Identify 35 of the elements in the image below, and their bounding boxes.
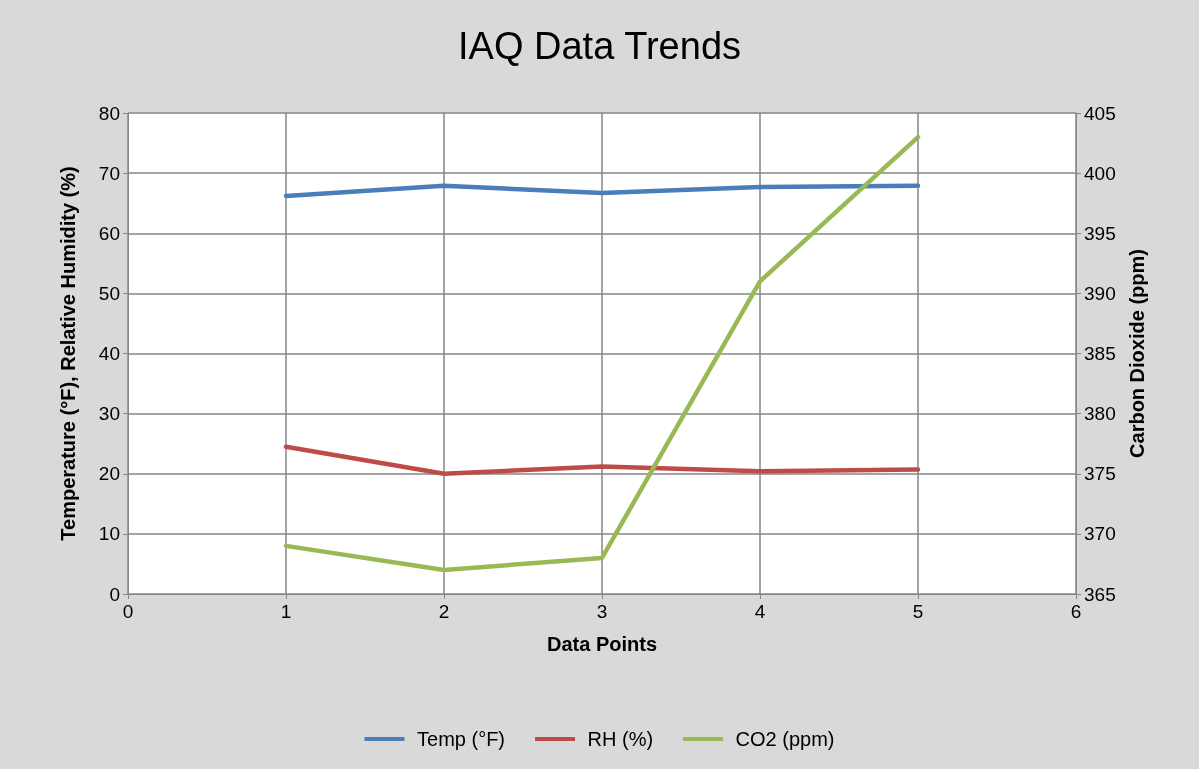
y2-tick-label: 365 bbox=[1084, 583, 1116, 605]
y2-tick-label: 395 bbox=[1084, 222, 1116, 244]
y2-tick-label: 370 bbox=[1084, 523, 1116, 545]
y-tick-label: 60 bbox=[98, 222, 120, 244]
x-tick-label: 5 bbox=[912, 601, 924, 622]
legend-label: Temp (°F) bbox=[417, 728, 506, 750]
legend-label: CO2 (ppm) bbox=[735, 728, 835, 750]
x-tick-label: 6 bbox=[1070, 601, 1082, 622]
y-tick-label: 70 bbox=[98, 162, 120, 184]
y2-tick-label: 375 bbox=[1084, 463, 1116, 485]
y2-tick-label: 380 bbox=[1084, 403, 1116, 425]
x-tick-label: 1 bbox=[280, 601, 292, 622]
y2-tick-label: 390 bbox=[1084, 282, 1116, 304]
y2-tick-label: 405 bbox=[1084, 102, 1116, 124]
y2-tick-label: 385 bbox=[1084, 343, 1116, 364]
y-axis-title: Temperature (°F), Relative Humidity (%) bbox=[57, 166, 79, 541]
line-series bbox=[283, 134, 921, 573]
legend-label: RH (%) bbox=[587, 728, 654, 750]
y-tick-label: 0 bbox=[109, 583, 120, 605]
x-tick-label: 0 bbox=[122, 601, 134, 622]
x-tick-label: 2 bbox=[438, 601, 450, 622]
y-tick-label: 80 bbox=[98, 102, 120, 124]
x-tick-label: 3 bbox=[596, 601, 608, 622]
x-tick-label: 4 bbox=[754, 601, 766, 622]
y-tick-label: 40 bbox=[98, 343, 120, 364]
y-tick-label: 50 bbox=[98, 282, 120, 304]
line-series bbox=[283, 444, 921, 476]
y-tick-label: 20 bbox=[98, 463, 120, 485]
y2-axis-title: Carbon Dioxide (ppm) bbox=[1125, 249, 1148, 458]
line-series bbox=[283, 183, 921, 199]
y-tick-label: 30 bbox=[98, 403, 120, 425]
y-tick-label: 10 bbox=[98, 523, 120, 545]
y2-tick-label: 400 bbox=[1084, 162, 1116, 184]
chart-title: IAQ Data Trends bbox=[457, 25, 742, 67]
x-axis-title: Data Points bbox=[546, 633, 658, 655]
